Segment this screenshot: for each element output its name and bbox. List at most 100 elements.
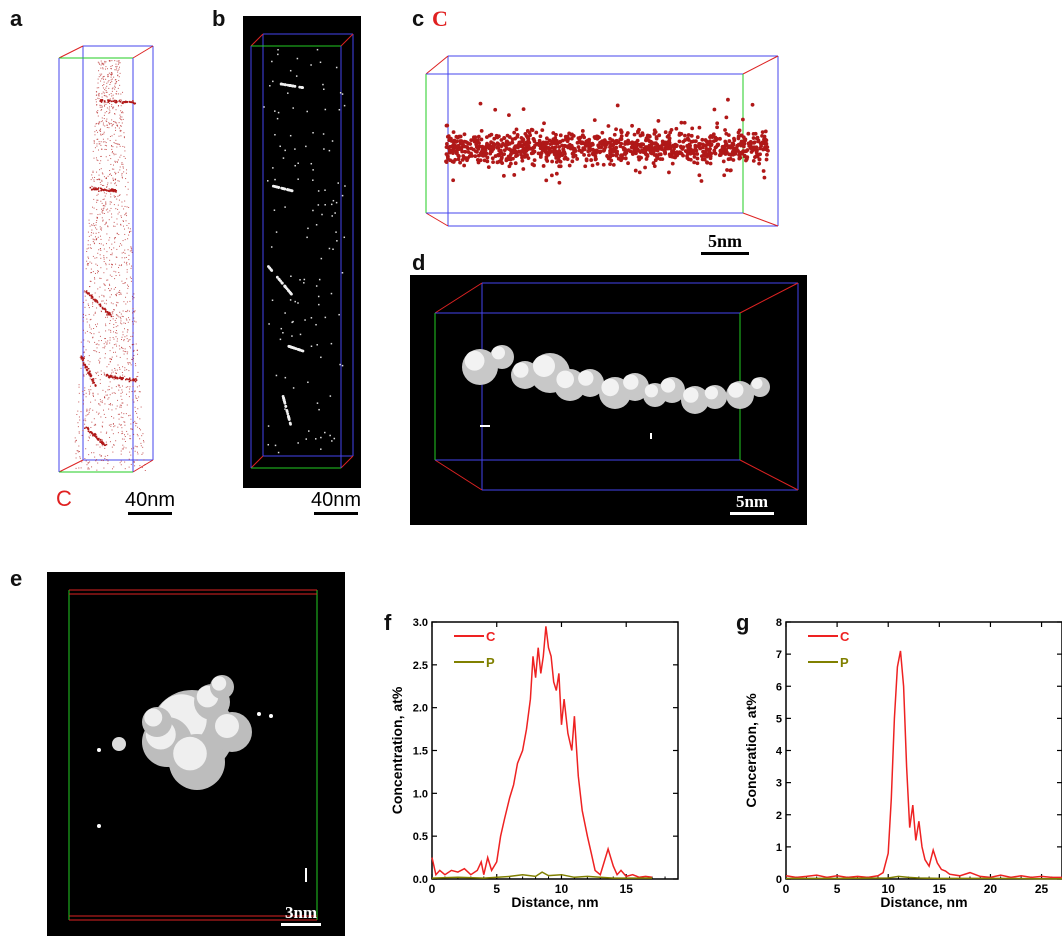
panel-a-atom bbox=[86, 408, 88, 410]
panel-a-atom bbox=[88, 390, 90, 392]
panel-a-atom bbox=[134, 390, 136, 392]
panel-a-atom bbox=[119, 130, 121, 132]
panel-a-atom bbox=[126, 301, 128, 303]
panel-a-atom bbox=[108, 60, 110, 62]
panel-c-atom bbox=[576, 145, 581, 149]
panel-c-atom bbox=[569, 136, 574, 141]
panel-c-atom bbox=[513, 161, 518, 166]
panel-a-atom bbox=[96, 459, 98, 461]
panel-a-cluster-atom bbox=[103, 100, 106, 102]
panel-a-atom bbox=[110, 201, 112, 203]
panel-c-atom bbox=[697, 125, 702, 130]
panel-a-atom bbox=[113, 76, 115, 78]
panel-c-atom bbox=[653, 145, 658, 149]
panel-a-cluster-atom bbox=[92, 298, 95, 301]
panel-a-atom bbox=[123, 261, 125, 263]
panel-a-atom bbox=[104, 403, 106, 405]
panel-a-atom bbox=[86, 260, 88, 262]
panel-c-atom bbox=[701, 142, 705, 147]
y-axis-label: Concentration, at% bbox=[389, 686, 405, 814]
panel-a-atom bbox=[111, 104, 113, 106]
panel-a-atom bbox=[86, 330, 88, 332]
panel-a-atom bbox=[107, 463, 109, 465]
y-axis-label: Conceration, at% bbox=[743, 693, 759, 808]
panel-a-atom bbox=[96, 326, 98, 328]
panel-a-atom bbox=[121, 162, 123, 164]
panel-c-atom bbox=[517, 140, 522, 145]
panel-a-atom bbox=[93, 225, 95, 227]
panel-a-atom bbox=[121, 371, 123, 373]
panel-b-dot bbox=[317, 204, 320, 206]
panel-a-atom bbox=[114, 173, 116, 175]
panel-a-cluster-atom bbox=[111, 376, 114, 379]
x-tick-label: 15 bbox=[933, 882, 947, 896]
panel-b-dot bbox=[289, 134, 292, 137]
panel-c-atom bbox=[478, 101, 483, 106]
panel-a-atom bbox=[119, 243, 121, 245]
panel-a-cluster-atom bbox=[88, 294, 91, 296]
panel-a-atom bbox=[106, 251, 108, 253]
panel-b-dot bbox=[279, 338, 282, 341]
panel-a-atom bbox=[135, 411, 137, 413]
panel-a-cluster-atom bbox=[95, 433, 97, 436]
panel-a-atom bbox=[111, 105, 113, 107]
panel-a-atom bbox=[127, 351, 129, 353]
panel-c-atom bbox=[469, 146, 474, 151]
panel-a-atom bbox=[95, 372, 97, 374]
panel-a-atom bbox=[117, 105, 119, 107]
panel-a-atom bbox=[94, 236, 96, 238]
panel-c-atom bbox=[626, 148, 631, 153]
panel-b-dot bbox=[275, 374, 278, 377]
panel-a-atom bbox=[100, 183, 102, 185]
panel-a-atom bbox=[128, 317, 130, 319]
panel-a-atom bbox=[84, 332, 86, 334]
panel-a-atom bbox=[83, 339, 85, 341]
panel-a-atom bbox=[109, 394, 111, 396]
panel-a-cluster-atom bbox=[115, 101, 117, 104]
panel-a-atom bbox=[114, 85, 116, 87]
panel-a-atom bbox=[135, 343, 137, 345]
panel-a-atom bbox=[105, 243, 107, 245]
panel-a-atom bbox=[95, 424, 97, 426]
panel-a-atom bbox=[112, 423, 114, 425]
panel-b-dot bbox=[273, 209, 276, 211]
panel-c-atom bbox=[662, 148, 667, 153]
panel-a-atom bbox=[112, 97, 114, 99]
panel-a-cluster-atom bbox=[99, 439, 102, 441]
panel-c-atom bbox=[549, 173, 554, 178]
panel-a-atom bbox=[120, 130, 122, 132]
panel-a-atom bbox=[90, 179, 92, 181]
panel-a-atom bbox=[96, 143, 98, 145]
panel-c-atom bbox=[563, 137, 568, 142]
panel-a-atom bbox=[113, 326, 115, 328]
panel-a-atom bbox=[77, 422, 79, 424]
panel-a-atom bbox=[114, 160, 116, 162]
panel-a-atom bbox=[114, 196, 116, 198]
panel-b-dot bbox=[271, 60, 273, 63]
panel-b-box-edge bbox=[340, 33, 354, 47]
panel-a-atom bbox=[115, 322, 117, 324]
panel-a-atom bbox=[109, 296, 111, 298]
panel-a-atom bbox=[106, 431, 108, 433]
panel-a-atom bbox=[118, 93, 120, 95]
panel-a-atom bbox=[117, 399, 119, 401]
panel-a-atom bbox=[89, 213, 91, 215]
panel-a-atom bbox=[114, 60, 116, 62]
panel-a-atom bbox=[128, 223, 130, 225]
panel-a-atom bbox=[100, 60, 102, 62]
panel-b-dot bbox=[303, 282, 305, 284]
panel-c-atom bbox=[570, 159, 575, 164]
panel-a-cluster-atom bbox=[102, 308, 105, 310]
panel-b-dot bbox=[334, 212, 336, 214]
panel-a-atom bbox=[88, 468, 90, 470]
panel-a-atom bbox=[124, 252, 126, 254]
panel-a-atom bbox=[104, 224, 106, 226]
panel-a-atom bbox=[117, 426, 119, 428]
panel-a-atom bbox=[124, 146, 126, 148]
panel-a-cluster-atom bbox=[95, 436, 98, 439]
panel-a-atom bbox=[92, 409, 94, 411]
panel-c-atom bbox=[479, 128, 484, 133]
panel-c-atom bbox=[742, 141, 747, 146]
panel-b-dot bbox=[332, 248, 334, 251]
panel-c-atom bbox=[520, 139, 525, 143]
